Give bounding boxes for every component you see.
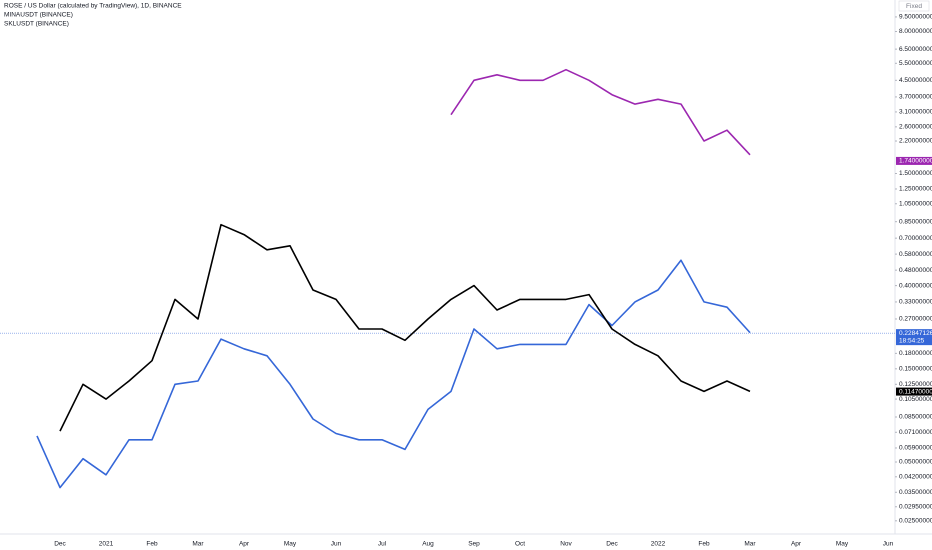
y-tick-label: 5.50000000 <box>899 60 932 67</box>
series-line <box>59 223 751 432</box>
y-tick-label: 0.58000000 <box>899 251 932 258</box>
y-tick-label: 0.15000000 <box>899 366 932 373</box>
x-tick-label: Dec <box>54 541 66 548</box>
y-tick-label: 0.03500000 <box>899 489 932 496</box>
x-tick-label: Feb <box>698 541 710 548</box>
y-tick-label: 0.04200000 <box>899 474 932 481</box>
y-tick-label: 0.08500000 <box>899 414 932 421</box>
x-tick-label: Mar <box>744 541 756 548</box>
y-tick-label: 9.50000000 <box>899 14 932 21</box>
x-tick-label: Sep <box>468 541 480 548</box>
y-tick-label: 0.02950000 <box>899 503 932 510</box>
price-label-box <box>896 156 932 165</box>
y-tick-label: 0.07100000 <box>899 429 932 436</box>
y-tick-label: 3.70000000 <box>899 94 932 101</box>
y-tick-label: 6.50000000 <box>899 46 932 53</box>
y-tick-label: 2.20000000 <box>899 138 932 145</box>
x-tick-label: Jul <box>378 541 387 548</box>
y-tick-label: 4.50000000 <box>899 77 932 84</box>
axis-mode-box[interactable] <box>898 0 930 12</box>
y-tick-label: 1.50000000 <box>899 170 932 177</box>
price-label: 0.11470000 <box>899 388 932 395</box>
price-label-box <box>896 329 932 346</box>
price-label: 0.22847126 <box>899 330 932 337</box>
x-tick-label: Jun <box>331 541 342 548</box>
axis-mode[interactable]: Fixed <box>906 3 922 10</box>
x-tick-label: 2022 <box>651 541 666 548</box>
y-tick-label: 0.40000000 <box>899 282 932 289</box>
y-tick-label: 0.33000000 <box>899 299 932 306</box>
x-tick-label: May <box>836 541 849 548</box>
series-line <box>450 68 751 156</box>
y-tick-label: 0.12500000 <box>899 381 932 388</box>
countdown: 18:54:25 <box>899 337 925 344</box>
y-tick-label: 2.60000000 <box>899 124 932 131</box>
y-tick-label: 0.05000000 <box>899 459 932 466</box>
y-tick-label: 3.10000000 <box>899 109 932 116</box>
x-tick-label: Aug <box>422 541 434 548</box>
y-tick-label: 0.85000000 <box>899 218 932 225</box>
x-tick-label: Jun <box>883 541 894 548</box>
x-tick-label: Dec <box>606 541 618 548</box>
y-tick-label: 0.05900000 <box>899 445 932 452</box>
y-tick-label: 0.02500000 <box>899 518 932 525</box>
y-tick-label: 1.25000000 <box>899 186 932 193</box>
x-tick-label: May <box>284 541 297 548</box>
price-label: 1.74000000 <box>899 158 932 165</box>
y-tick-label: 0.18000000 <box>899 350 932 357</box>
x-tick-label: Apr <box>791 541 802 548</box>
y-tick-label: 0.27000000 <box>899 316 932 323</box>
x-tick-label: Oct <box>515 541 525 548</box>
y-tick-label: 0.10500000 <box>899 396 932 403</box>
y-tick-label: 0.48000000 <box>899 267 932 274</box>
x-tick-label: Apr <box>239 541 250 548</box>
legend-entry: ROSE / US Dollar (calculated by TradingV… <box>4 3 182 10</box>
series-line <box>36 259 751 489</box>
x-tick-label: Nov <box>560 541 572 548</box>
legend-entry: SKLUSDT (BINANCE) <box>4 21 69 28</box>
price-label-box <box>896 387 932 396</box>
x-tick-label: 2021 <box>99 541 114 548</box>
legend-entry: MINAUSDT (BINANCE) <box>4 12 73 19</box>
x-tick-label: Feb <box>146 541 158 548</box>
y-tick-label: 8.00000000 <box>899 28 932 35</box>
y-tick-label: 1.05000000 <box>899 200 932 207</box>
x-tick-label: Mar <box>192 541 204 548</box>
y-tick-label: 0.70000000 <box>899 235 932 242</box>
